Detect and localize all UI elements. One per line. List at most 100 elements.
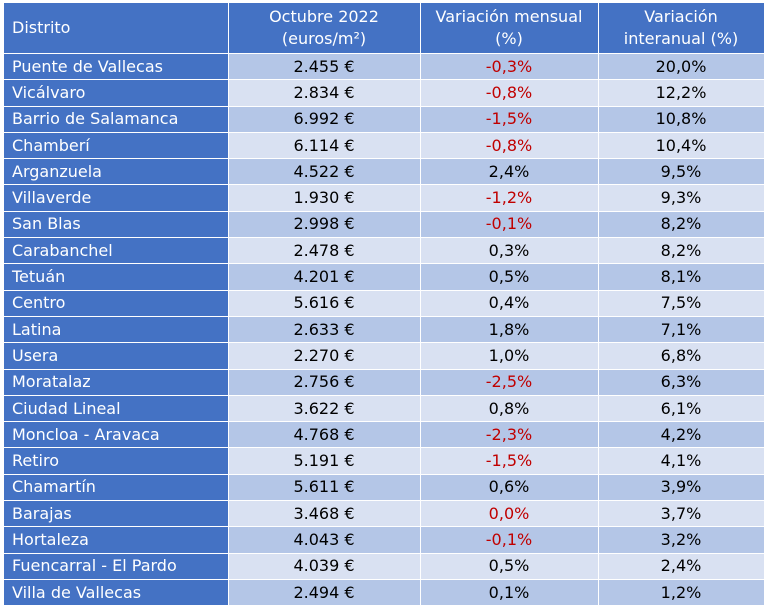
price-cell: 2.998 € <box>228 211 421 239</box>
monthly-variation-cell: -1,2% <box>420 184 599 212</box>
table-row: Moratalaz 2.756 € -2,5% 6,3% <box>4 369 765 396</box>
price-cell: 2.478 € <box>228 237 421 265</box>
price-cell: 4.043 € <box>228 526 421 554</box>
annual-variation-cell: 8,2% <box>598 211 765 239</box>
price-cell: 4.522 € <box>228 158 421 186</box>
header-row: Distrito Octubre 2022 (euros/m²) Variaci… <box>4 3 765 54</box>
table-row: Ciudad Lineal 3.622 €0,8% 6,1% <box>4 395 765 423</box>
table-body: Puente de Vallecas 2.455 € -0,3% 20,0% Vicál… <box>4 53 765 606</box>
header-monthly-line1: Variación mensual <box>435 7 583 26</box>
monthly-variation-cell: -0,1% <box>420 526 599 554</box>
price-cell: 2.494 € <box>228 579 421 606</box>
monthly-variation-cell: -1,5% <box>420 447 599 475</box>
price-cell: 5.611 € <box>228 474 421 502</box>
table-row: Vicálvaro 2.834 € -0,8% 12,2% <box>4 79 765 107</box>
header-monthly-line2: (%) <box>495 29 523 48</box>
monthly-variation-cell: 0,5% <box>420 263 599 291</box>
table-row: Moncloa - Aravaca 4.768 € -2,3% 4,2% <box>4 421 765 449</box>
price-cell: 2.756 € <box>228 369 421 396</box>
price-cell: 6.992 € <box>228 106 421 133</box>
table-row: Arganzuela 4.522 €2,4% 9,5% <box>4 158 765 186</box>
annual-variation-cell: 9,3% <box>598 184 765 212</box>
header-district: Distrito <box>4 3 229 54</box>
table-row: Chamartín 5.611 €0,6% 3,9% <box>4 474 765 502</box>
price-cell: 2.633 € <box>228 316 421 344</box>
header-annual-line1: Variación <box>644 7 718 26</box>
monthly-variation-cell: 1,8% <box>420 316 599 344</box>
monthly-variation-cell: 0,0% <box>420 500 599 528</box>
district-cell: Chamartín <box>4 474 229 502</box>
district-cell: Fuencarral - El Pardo <box>4 553 229 580</box>
price-cell: 4.768 € <box>228 421 421 449</box>
annual-variation-cell: 6,8% <box>598 342 765 370</box>
district-cell: Villaverde <box>4 184 229 212</box>
monthly-variation-cell: 0,4% <box>420 290 599 317</box>
district-cell: Usera <box>4 342 229 370</box>
monthly-variation-cell: 0,6% <box>420 474 599 502</box>
annual-variation-cell: 3,9% <box>598 474 765 502</box>
district-price-table: Distrito Octubre 2022 (euros/m²) Variaci… <box>4 3 765 606</box>
annual-variation-cell: 4,1% <box>598 447 765 475</box>
table-row: Barrio de Salamanca 6.992 € -1,5% 10,8% <box>4 106 765 133</box>
district-cell: Barrio de Salamanca <box>4 106 229 133</box>
district-cell: Retiro <box>4 447 229 475</box>
annual-variation-cell: 7,1% <box>598 316 765 344</box>
annual-variation-cell: 6,1% <box>598 395 765 423</box>
header-price: Octubre 2022 (euros/m²) <box>228 3 421 54</box>
monthly-variation-cell: -0,8% <box>420 132 599 160</box>
header-price-line1: Octubre 2022 <box>269 7 379 26</box>
table-row: Retiro 5.191 € -1,5% 4,1% <box>4 447 765 475</box>
annual-variation-cell: 1,2% <box>598 579 765 606</box>
table-row: Puente de Vallecas 2.455 € -0,3% 20,0% <box>4 53 765 81</box>
price-cell: 1.930 € <box>228 184 421 212</box>
table-row: Chamberí 6.114 € -0,8% 10,4% <box>4 132 765 160</box>
monthly-variation-cell: 0,1% <box>420 579 599 606</box>
district-cell: Moncloa - Aravaca <box>4 421 229 449</box>
district-cell: Latina <box>4 316 229 344</box>
district-cell: Moratalaz <box>4 369 229 396</box>
price-cell: 5.616 € <box>228 290 421 317</box>
annual-variation-cell: 8,2% <box>598 237 765 265</box>
price-cell: 4.201 € <box>228 263 421 291</box>
table-row: San Blas 2.998 € -0,1% 8,2% <box>4 211 765 239</box>
district-cell: Vicálvaro <box>4 79 229 107</box>
price-cell: 2.270 € <box>228 342 421 370</box>
header-annual-variation: Variación interanual (%) <box>598 3 765 54</box>
monthly-variation-cell: 0,3% <box>420 237 599 265</box>
district-cell: Villa de Vallecas <box>4 579 229 606</box>
district-cell: Ciudad Lineal <box>4 395 229 423</box>
table-header: Distrito Octubre 2022 (euros/m²) Variaci… <box>4 3 765 54</box>
table-row: Villa de Vallecas 2.494 €0,1% 1,2% <box>4 579 765 606</box>
annual-variation-cell: 10,4% <box>598 132 765 160</box>
district-cell: Centro <box>4 290 229 317</box>
district-cell: Carabanchel <box>4 237 229 265</box>
district-cell: Chamberí <box>4 132 229 160</box>
annual-variation-cell: 7,5% <box>598 290 765 317</box>
district-cell: Barajas <box>4 500 229 528</box>
annual-variation-cell: 3,7% <box>598 500 765 528</box>
district-cell: Hortaleza <box>4 526 229 554</box>
monthly-variation-cell: -0,1% <box>420 211 599 239</box>
monthly-variation-cell: 0,5% <box>420 553 599 580</box>
price-cell: 2.834 € <box>228 79 421 107</box>
monthly-variation-cell: -2,3% <box>420 421 599 449</box>
monthly-variation-cell: -0,8% <box>420 79 599 107</box>
table-row: Tetuán 4.201 €0,5% 8,1% <box>4 263 765 291</box>
header-monthly-variation: Variación mensual (%) <box>420 3 599 54</box>
annual-variation-cell: 20,0% <box>598 53 765 81</box>
annual-variation-cell: 6,3% <box>598 369 765 396</box>
price-cell: 5.191 € <box>228 447 421 475</box>
annual-variation-cell: 10,8% <box>598 106 765 133</box>
district-cell: San Blas <box>4 211 229 239</box>
table-row: Hortaleza 4.043 € -0,1% 3,2% <box>4 526 765 554</box>
monthly-variation-cell: 1,0% <box>420 342 599 370</box>
monthly-variation-cell: 2,4% <box>420 158 599 186</box>
price-cell: 3.622 € <box>228 395 421 423</box>
monthly-variation-cell: 0,8% <box>420 395 599 423</box>
monthly-variation-cell: -2,5% <box>420 369 599 396</box>
price-cell: 6.114 € <box>228 132 421 160</box>
price-cell: 3.468 € <box>228 500 421 528</box>
district-cell: Tetuán <box>4 263 229 291</box>
table-row: Fuencarral - El Pardo 4.039 €0,5% 2,4% <box>4 553 765 580</box>
price-cell: 2.455 € <box>228 53 421 81</box>
